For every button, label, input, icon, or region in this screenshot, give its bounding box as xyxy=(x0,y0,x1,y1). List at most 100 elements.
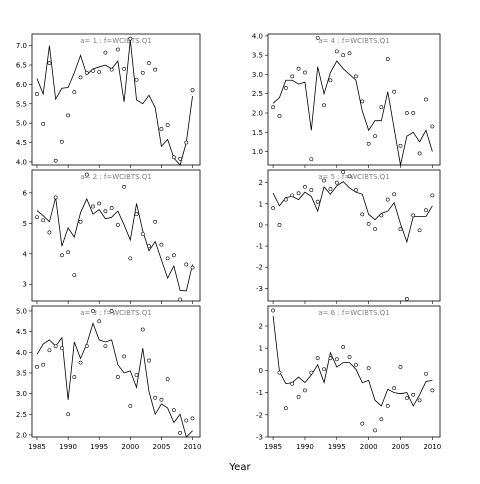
data-point xyxy=(283,86,288,90)
y-tick-label: 5.5 xyxy=(16,100,27,108)
data-point xyxy=(385,197,390,202)
y-tick-label: 1 xyxy=(259,200,263,208)
y-tick-label: -3 xyxy=(256,285,263,293)
data-point xyxy=(35,364,39,369)
data-point xyxy=(354,362,358,367)
data-point xyxy=(334,357,339,362)
data-point xyxy=(283,197,288,202)
y-tick-label: -2 xyxy=(256,264,263,272)
data-point xyxy=(134,77,139,82)
data-point xyxy=(53,158,58,163)
data-point xyxy=(398,143,403,148)
data-point xyxy=(66,113,70,118)
data-point xyxy=(373,134,377,139)
data-point xyxy=(322,178,326,183)
data-point xyxy=(109,309,114,313)
data-point xyxy=(178,297,182,302)
data-point xyxy=(140,70,145,75)
y-tick-label: 0 xyxy=(259,367,263,375)
x-tick-label: 2000 xyxy=(121,443,139,451)
data-point xyxy=(97,201,102,206)
y-tick-label: 3.5 xyxy=(16,369,27,377)
data-point xyxy=(159,242,164,247)
data-point xyxy=(277,114,282,118)
data-point xyxy=(309,370,314,375)
data-point xyxy=(35,92,39,96)
y-tick-label: 1.0 xyxy=(252,148,263,156)
data-point xyxy=(315,356,320,361)
series-line xyxy=(272,315,433,407)
data-point xyxy=(424,208,428,213)
data-point xyxy=(91,309,95,313)
data-point xyxy=(404,111,409,115)
data-point xyxy=(59,253,64,258)
y-tick-label: -1 xyxy=(256,389,263,397)
data-point xyxy=(424,371,428,376)
data-point xyxy=(392,386,397,391)
data-point xyxy=(411,213,416,218)
data-point xyxy=(97,319,102,324)
y-tick-label: 2.0 xyxy=(16,431,27,439)
data-point xyxy=(290,74,295,79)
panel-title: a= 2 : f=WCIBTS.Q1 xyxy=(80,173,152,181)
data-point xyxy=(283,406,288,411)
panel-6: a= 6 : f=WCIBTS.Q1 -3 -2 -1 0 1 2 1985 1990 1995 2… xyxy=(256,305,441,451)
data-point xyxy=(366,366,371,371)
data-point xyxy=(165,377,170,382)
panel-title: a= 6 : f=WCIBTS.Q1 xyxy=(318,309,390,317)
panel-frame xyxy=(31,169,201,302)
data-point xyxy=(53,195,58,200)
panel-title: a= 1 : f=WCIBTS.Q1 xyxy=(80,37,152,45)
data-point xyxy=(430,388,435,393)
data-point xyxy=(411,111,416,115)
data-point xyxy=(341,53,346,58)
data-point xyxy=(122,66,126,71)
x-tick-label: 2010 xyxy=(423,443,441,451)
data-point xyxy=(296,395,301,399)
panel-title: a= 5 : f=WCIBTS.Q1 xyxy=(318,173,390,181)
data-point xyxy=(366,141,371,146)
y-tick-label: 4.5 xyxy=(16,139,27,147)
data-point xyxy=(47,348,52,353)
y-tick-label: 3 xyxy=(23,281,27,289)
data-point xyxy=(277,370,282,375)
data-point xyxy=(35,215,39,220)
y-tick-label: 7.0 xyxy=(16,42,27,50)
data-point xyxy=(392,89,397,94)
data-point xyxy=(122,184,126,189)
data-point xyxy=(184,262,189,267)
y-tick-label: 5.0 xyxy=(16,120,27,128)
data-point xyxy=(347,174,352,179)
series-line xyxy=(272,60,433,166)
data-point xyxy=(328,78,333,83)
data-point xyxy=(271,206,276,210)
x-tick-label: 1985 xyxy=(28,443,46,451)
data-point xyxy=(165,256,170,261)
y-tick-label: 2.5 xyxy=(252,90,263,98)
data-point xyxy=(271,105,276,110)
data-point xyxy=(360,421,365,426)
data-point xyxy=(404,396,409,401)
x-tick-label: 2010 xyxy=(184,443,202,451)
y-tick-label: 6 xyxy=(23,189,28,197)
data-point xyxy=(115,222,120,227)
y-tick-label: 5 xyxy=(23,220,27,228)
data-point xyxy=(430,124,435,129)
panel-frame xyxy=(31,33,201,166)
data-point xyxy=(303,388,307,393)
y-tick-label: 6.5 xyxy=(16,62,27,70)
data-point xyxy=(91,68,95,73)
data-point xyxy=(109,67,114,72)
data-point xyxy=(178,156,182,161)
x-tick-label: 1985 xyxy=(264,443,282,451)
data-point xyxy=(354,74,358,79)
y-tick-label: 4.0 xyxy=(252,32,263,40)
data-point xyxy=(328,187,333,191)
data-point xyxy=(303,70,307,75)
data-point xyxy=(366,221,371,226)
data-point xyxy=(385,57,390,61)
y-tick-label: -2 xyxy=(256,411,263,419)
data-point xyxy=(184,418,189,423)
data-point xyxy=(84,172,89,177)
